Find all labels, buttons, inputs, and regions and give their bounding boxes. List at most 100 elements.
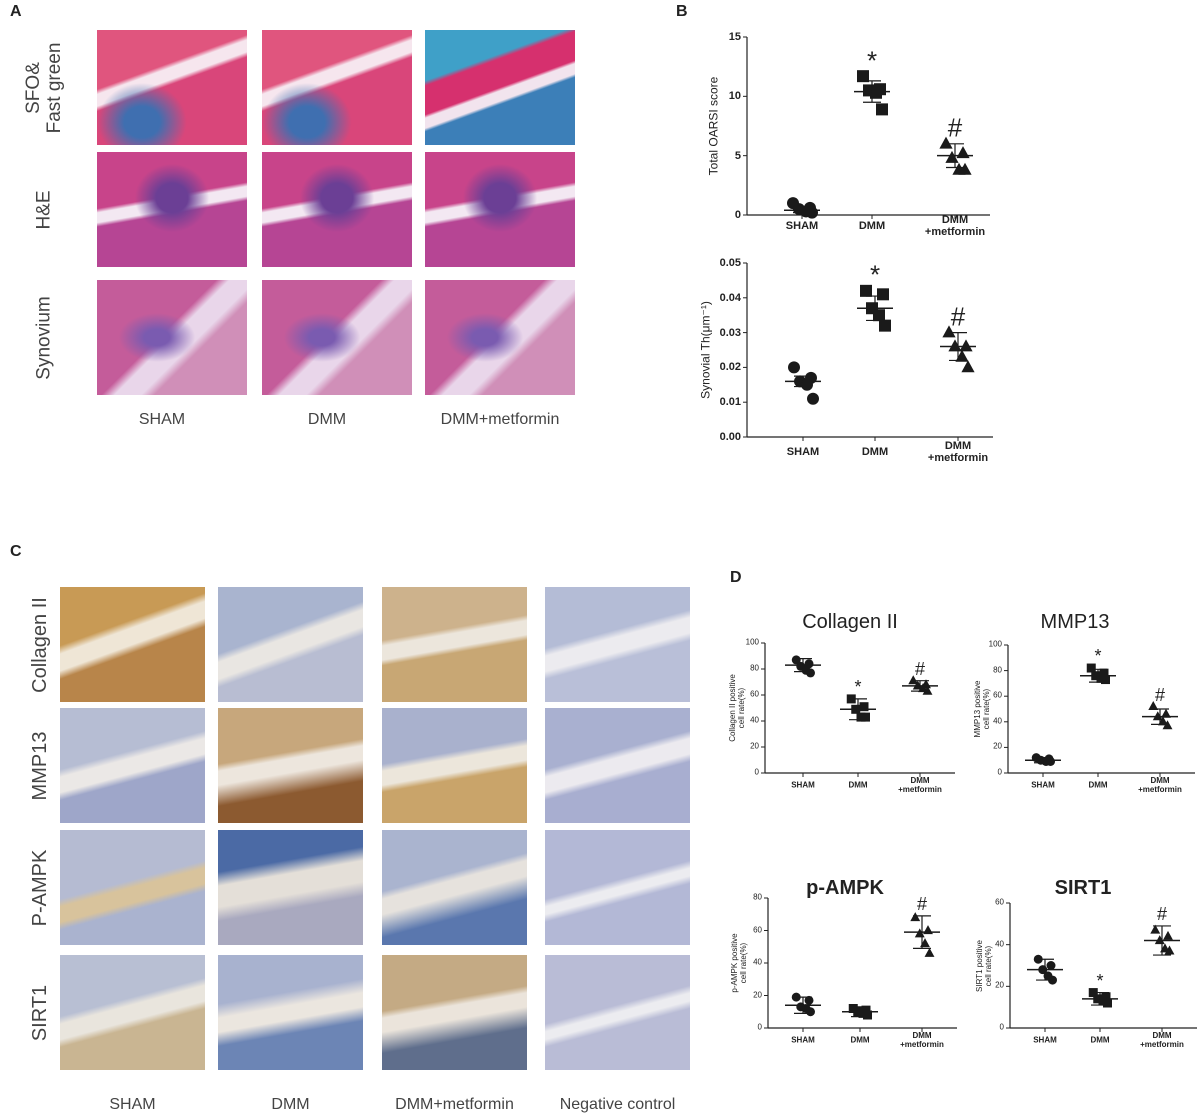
histology-image xyxy=(60,830,205,945)
y-tick-label: 0 xyxy=(734,208,741,221)
x-tick-label: DMM xyxy=(848,780,868,790)
y-tick-label: 0 xyxy=(999,1022,1004,1032)
data-point xyxy=(908,675,919,685)
error-bar xyxy=(851,1006,869,1018)
column-label: DMM xyxy=(271,1096,310,1114)
annotation: * xyxy=(866,45,878,76)
histology-image xyxy=(97,280,247,395)
row-label: Collagen II xyxy=(29,596,51,693)
data-point xyxy=(1046,961,1056,970)
chart-title: MMP13 xyxy=(1040,611,1110,633)
data-point xyxy=(1164,945,1175,955)
y-tick-label: 40 xyxy=(993,716,1002,726)
histology-image xyxy=(425,152,575,267)
x-tick-label: DMM +metformin xyxy=(927,439,989,464)
y-tick-label: 20 xyxy=(753,990,762,1000)
y-tick-label: 100 xyxy=(745,637,759,647)
histology-image xyxy=(425,280,575,395)
data-point xyxy=(859,702,869,712)
row-label: Synovium xyxy=(33,295,55,380)
data-point xyxy=(860,284,872,297)
data-point xyxy=(1163,930,1173,940)
x-tick-label: SHAM xyxy=(785,219,819,232)
y-tick-label: 40 xyxy=(995,939,1004,949)
error-bar xyxy=(794,996,812,1014)
y-tick-label: 60 xyxy=(753,925,762,935)
y-tick-label: 80 xyxy=(750,663,759,673)
histology-image xyxy=(97,152,247,267)
y-tick-label: 80 xyxy=(993,665,1002,675)
data-point xyxy=(807,392,819,405)
annotation: # xyxy=(1156,904,1168,925)
error-bar xyxy=(949,332,967,362)
panel-letter: A xyxy=(10,3,22,21)
panel-letter: C xyxy=(10,543,22,561)
error-bar xyxy=(793,207,811,214)
annotation: * xyxy=(1096,970,1104,991)
histology-image xyxy=(382,708,527,823)
data-point xyxy=(876,103,888,116)
y-tick-label: 60 xyxy=(750,689,759,699)
data-point xyxy=(1150,924,1161,934)
x-tick-label: DMM +metformin xyxy=(900,1031,944,1049)
y-tick-label: 5 xyxy=(734,149,741,162)
data-point xyxy=(1099,668,1109,678)
annotation: # xyxy=(914,658,926,679)
y-tick-label: 0.04 xyxy=(719,291,741,304)
annotation: # xyxy=(1154,684,1166,705)
error-bar xyxy=(1091,991,1109,1006)
y-tick-label: 0 xyxy=(757,1022,762,1032)
histology-image xyxy=(218,708,363,823)
data-point xyxy=(1154,935,1165,945)
x-tick-label: DMM xyxy=(1088,780,1108,790)
annotation: # xyxy=(916,894,928,915)
data-point xyxy=(857,70,869,83)
data-point xyxy=(948,339,962,352)
chart-title: Collagen II xyxy=(802,611,898,633)
y-axis-label: SIRT1 positive cell rate(%) xyxy=(975,939,993,992)
histology-image xyxy=(425,30,575,145)
y-axis-label: p-AMPK positive cell rate(%) xyxy=(730,933,748,993)
data-point xyxy=(945,150,959,163)
data-point xyxy=(873,309,885,322)
error-bar xyxy=(863,80,881,103)
panel-letter: B xyxy=(676,3,688,21)
annotation: # xyxy=(950,301,966,332)
data-point xyxy=(1103,998,1112,1008)
y-tick-label: 20 xyxy=(995,980,1004,990)
data-point xyxy=(1148,701,1159,711)
y-tick-label: 0.03 xyxy=(719,326,741,339)
error-bar xyxy=(866,295,884,322)
data-point xyxy=(1101,675,1110,685)
chart-title: p-AMPK xyxy=(806,877,884,899)
row-label: MMP13 xyxy=(29,731,51,800)
data-point xyxy=(1152,711,1163,721)
y-tick-label: 15 xyxy=(728,30,741,43)
y-tick-label: 0.00 xyxy=(719,430,741,443)
x-tick-label: SHAM xyxy=(791,780,815,790)
y-tick-label: 60 xyxy=(993,690,1002,700)
error-bar xyxy=(1034,757,1052,764)
histology-image xyxy=(97,30,247,145)
data-point xyxy=(910,912,921,922)
y-tick-label: 0 xyxy=(997,767,1002,777)
histology-image xyxy=(60,708,205,823)
y-tick-label: 20 xyxy=(993,741,1002,751)
y-tick-label: 20 xyxy=(750,741,759,751)
data-point xyxy=(939,136,953,149)
x-tick-label: DMM +metformin xyxy=(1138,776,1182,794)
data-point xyxy=(1086,663,1096,673)
y-tick-label: 60 xyxy=(995,897,1004,907)
data-point xyxy=(806,1007,815,1017)
row-label: SIRT1 xyxy=(29,984,51,1041)
column-label: DMM+metformin xyxy=(440,411,560,429)
histology-image xyxy=(545,708,690,823)
data-point xyxy=(955,349,969,362)
histology-image xyxy=(262,152,412,267)
x-tick-label: DMM +metformin xyxy=(1140,1031,1184,1049)
y-tick-label: 0.01 xyxy=(719,396,741,409)
y-tick-label: 100 xyxy=(988,639,1002,649)
error-bar xyxy=(794,375,812,388)
annotation: * xyxy=(869,259,881,290)
